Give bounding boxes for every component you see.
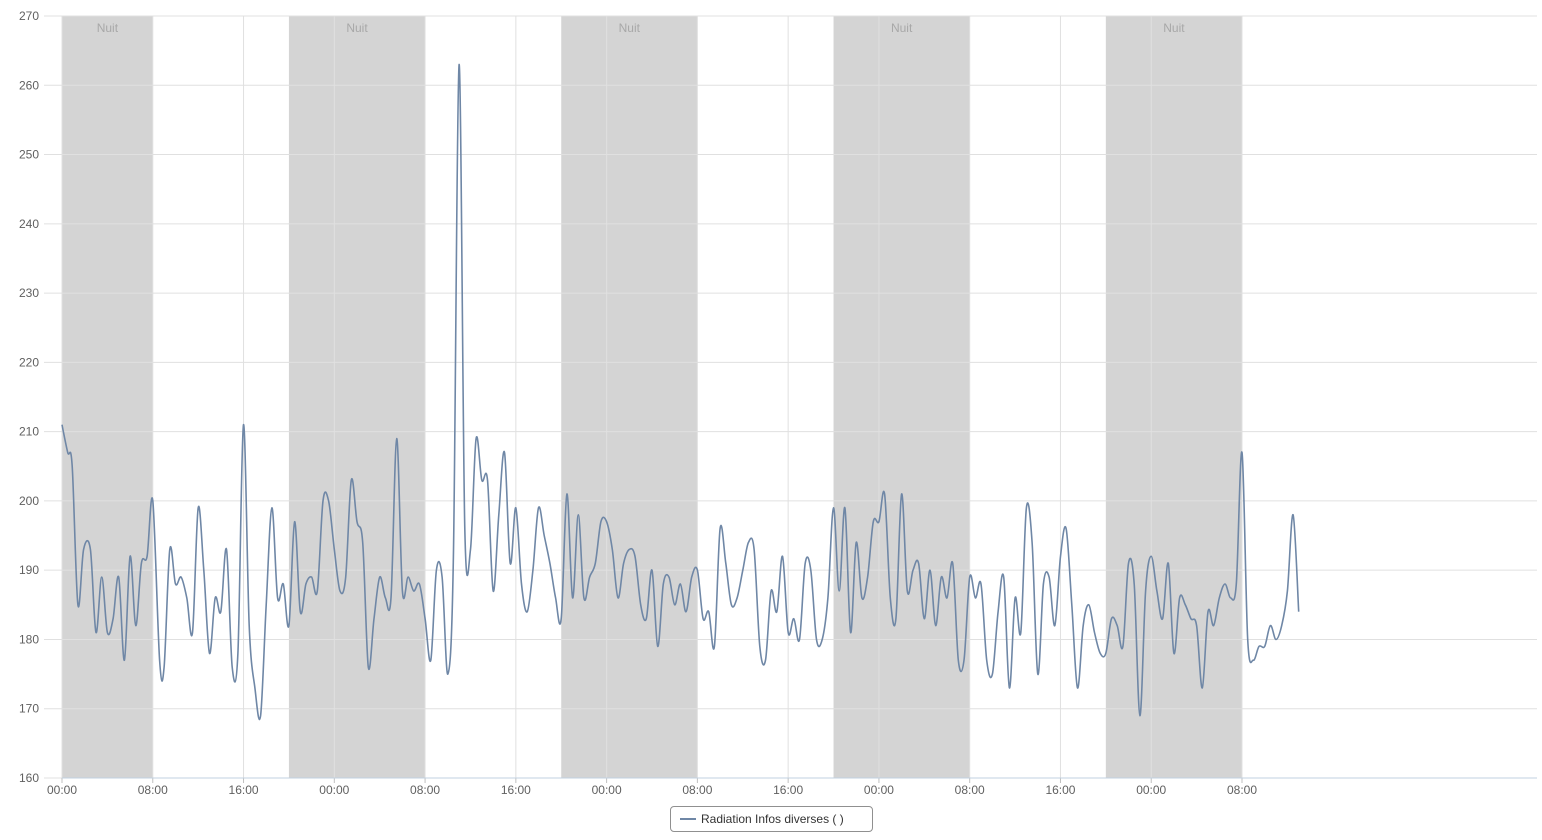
x-tick-label: 00:00 — [864, 783, 894, 797]
y-tick-label: 250 — [19, 148, 39, 162]
night-band-label: Nuit — [1163, 21, 1185, 35]
x-axis: 00:00 08:00 16:00 00:00 08:00 16:00 00:00 08:00… — [47, 777, 1537, 797]
night-band-label: Nuit — [346, 21, 368, 35]
x-tick-label: 08:00 — [955, 783, 985, 797]
night-bands: Nuit Nuit Nuit Nuit Nuit — [62, 16, 1242, 778]
y-tick-label: 170 — [19, 702, 39, 716]
night-band — [62, 16, 153, 778]
grid-lines — [44, 15, 1537, 779]
y-axis: 160 170 180 190 200 210 220 230 240 250 260 270 — [19, 9, 39, 785]
series-layer — [61, 63, 1300, 721]
night-band — [288, 16, 426, 778]
x-tick-label: 00:00 — [592, 783, 622, 797]
y-tick-label: 260 — [19, 78, 39, 92]
y-tick-label: 190 — [19, 563, 39, 577]
x-tick-label: 08:00 — [682, 783, 712, 797]
x-tick-label: 00:00 — [1136, 783, 1166, 797]
legend-swatch — [680, 818, 696, 820]
x-tick-label: 16:00 — [1045, 783, 1075, 797]
x-tick-label: 08:00 — [1227, 783, 1257, 797]
series-line — [61, 63, 1300, 721]
legend-label: Radiation Infos diverses ( ) — [701, 812, 844, 826]
x-tick-label: 00:00 — [319, 783, 349, 797]
x-tick-label: 08:00 — [410, 783, 440, 797]
y-tick-label: 160 — [19, 771, 39, 785]
y-tick-label: 200 — [19, 494, 39, 508]
y-tick-label: 240 — [19, 217, 39, 231]
night-band — [833, 16, 970, 778]
night-band — [1105, 16, 1242, 778]
y-tick-label: 180 — [19, 632, 39, 646]
night-band — [561, 16, 698, 778]
night-band-label: Nuit — [891, 21, 913, 35]
night-band-label: Nuit — [619, 21, 641, 35]
x-tick-label: 16:00 — [773, 783, 803, 797]
y-tick-label: 270 — [19, 9, 39, 23]
y-tick-label: 210 — [19, 425, 39, 439]
night-band-label: Nuit — [97, 21, 119, 35]
x-tick-label: 16:00 — [501, 783, 531, 797]
x-tick-label: 16:00 — [229, 783, 259, 797]
y-tick-label: 230 — [19, 286, 39, 300]
x-tick-label: 08:00 — [138, 783, 168, 797]
x-tick-label: 00:00 — [47, 783, 77, 797]
legend-item[interactable]: Radiation Infos diverses ( ) — [670, 806, 873, 832]
y-tick-label: 220 — [19, 355, 39, 369]
